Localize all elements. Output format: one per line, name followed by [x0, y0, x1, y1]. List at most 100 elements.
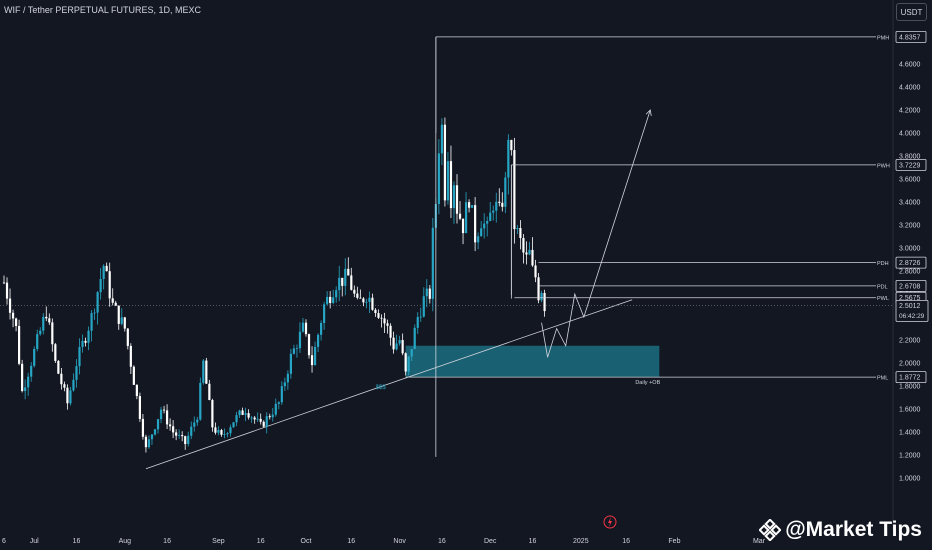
level-tag: PDH: [877, 261, 889, 267]
candle-body: [105, 265, 108, 272]
candle-body: [316, 334, 320, 347]
candle-body: [359, 297, 362, 299]
candle-body: [356, 293, 359, 298]
candle-body: [407, 356, 410, 372]
candle-body: [66, 387, 69, 404]
current-price-label: 2.5012: [899, 303, 921, 310]
candle-body: [144, 436, 148, 448]
candle-body: [123, 317, 126, 329]
candle-body: [386, 323, 389, 326]
candle-body: [165, 410, 169, 425]
candle-body: [371, 297, 374, 310]
candle-body: [226, 433, 229, 435]
candle-body: [440, 124, 443, 154]
candle-body: [486, 220, 489, 224]
candle-body: [87, 330, 90, 343]
candle-body: [2, 282, 6, 284]
candle-body: [467, 202, 471, 208]
x-tick-label: Mar: [753, 538, 766, 545]
candle-body: [313, 346, 317, 366]
y-tick-label: 4.6000: [899, 62, 921, 69]
candle-body: [90, 313, 93, 331]
candle-body: [214, 427, 217, 433]
candle-body: [377, 313, 380, 318]
candle-body: [452, 185, 456, 209]
candle-body: [48, 318, 51, 323]
candle-body: [332, 297, 335, 303]
candle-body: [404, 353, 407, 372]
projection-arrowhead: [645, 109, 652, 116]
candle-body: [492, 210, 495, 213]
candle-body: [401, 340, 404, 354]
level-price-box: [895, 279, 927, 292]
candle-body: [395, 343, 398, 350]
currency-button[interactable]: USDT: [896, 3, 927, 21]
candle-body: [223, 434, 226, 436]
y-tick-label: 3.6000: [899, 177, 921, 184]
level-price-box: [895, 30, 927, 43]
candle-body: [42, 316, 45, 331]
candle-body: [398, 340, 401, 344]
candle-body: [531, 249, 534, 266]
y-tick-label: 1.0000: [899, 476, 921, 483]
candle-body: [78, 347, 81, 367]
candle-body: [362, 298, 365, 303]
candle-body: [289, 353, 292, 374]
candle-body: [181, 435, 184, 437]
candle-body: [431, 227, 434, 299]
candle-body: [81, 340, 84, 348]
candle-body: [413, 327, 416, 349]
candle-body: [18, 326, 21, 364]
candle-body: [33, 349, 36, 366]
trendline: [145, 299, 633, 470]
y-tick-label: 2.0000: [899, 361, 921, 368]
y-tick-label: 2.2000: [899, 338, 921, 345]
candle-body: [244, 413, 247, 415]
level-price-label: 1.8772: [899, 375, 921, 382]
candle-body: [27, 376, 30, 388]
candle-body: [392, 337, 395, 350]
candle-body: [84, 340, 87, 343]
x-tick-label: Sep: [212, 538, 225, 545]
candle-body: [108, 271, 111, 299]
y-tick-label: 3.4000: [899, 200, 921, 207]
x-tick-label: Nov: [393, 538, 406, 545]
candle-body: [286, 373, 289, 383]
projection-path: [541, 109, 651, 358]
level-price-label: 4.8357: [899, 34, 921, 41]
candle-body: [172, 426, 175, 433]
x-tick-label: Dec: [484, 538, 497, 545]
candle-body: [464, 202, 468, 234]
y-tick-label: 3.0000: [899, 246, 921, 253]
level-tag: PMH: [877, 35, 889, 41]
candle-body: [389, 325, 392, 338]
candle-body: [126, 328, 129, 346]
candle-body: [39, 330, 42, 335]
candle-body: [111, 298, 114, 303]
candle-body: [474, 205, 477, 243]
candle-body: [178, 435, 181, 436]
candle-body: [443, 124, 447, 201]
binance-diamond-icon: [759, 519, 782, 541]
x-tick-label: 16: [257, 538, 265, 545]
candle-body: [202, 360, 205, 383]
candle-body: [51, 322, 54, 345]
candle-body: [304, 322, 308, 335]
x-tick-label: 2025: [573, 538, 589, 545]
candle-body: [350, 275, 353, 290]
level-price-box: [895, 158, 927, 171]
level-price-label: 3.7229: [899, 162, 921, 169]
x-tick-label: 16: [438, 538, 446, 545]
candle-body: [24, 387, 27, 392]
candle-body: [60, 373, 63, 385]
candle-body: [57, 360, 60, 374]
candle-body: [96, 292, 99, 313]
candle-body: [187, 435, 190, 445]
candle-body: [138, 396, 141, 419]
candle-body: [513, 150, 516, 230]
x-tick-label: 6: [2, 538, 6, 545]
candle-body: [247, 413, 250, 418]
candle-body: [483, 223, 486, 229]
candle-body: [147, 439, 151, 448]
